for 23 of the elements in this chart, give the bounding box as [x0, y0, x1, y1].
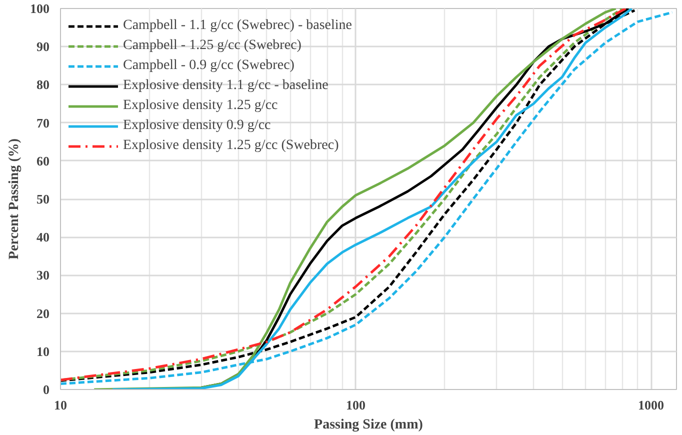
y-tick-label: 90 [36, 39, 50, 54]
x-tick-label: 10 [54, 398, 67, 412]
x-tick-label: 100 [346, 398, 366, 412]
y-tick-label: 40 [36, 230, 50, 245]
legend-label: Explosive density 1.25 g/cc [123, 97, 278, 115]
y-tick-label: 60 [36, 153, 50, 168]
legend-label: Campbell - 1.25 g/cc (Swebrec) [123, 37, 302, 55]
y-tick-label: 30 [36, 268, 50, 283]
legend-label: Explosive density 1.25 g/cc (Swebrec) [123, 137, 339, 155]
y-tick-label: 70 [36, 115, 50, 130]
y-tick-label: 20 [36, 306, 50, 321]
y-axis-title: Percent Passing (%) [7, 138, 22, 260]
legend-label: Explosive density 1.1 g/cc - baseline [123, 77, 328, 95]
legend-label: Campbell - 1.1 g/cc (Swebrec) - baseline [123, 17, 352, 35]
legend-label: Campbell - 0.9 g/cc (Swebrec) [123, 57, 294, 75]
x-axis-title: Passing Size (mm) [314, 418, 424, 432]
y-tick-label: 0 [43, 382, 50, 397]
legend-label: Explosive density 0.9 g/cc [123, 117, 271, 135]
y-tick-label: 10 [36, 344, 50, 359]
y-tick-label: 80 [36, 77, 50, 92]
x-tick-label: 1000 [638, 398, 664, 412]
y-tick-label: 50 [36, 192, 50, 206]
y-tick-label: 100 [30, 1, 50, 16]
